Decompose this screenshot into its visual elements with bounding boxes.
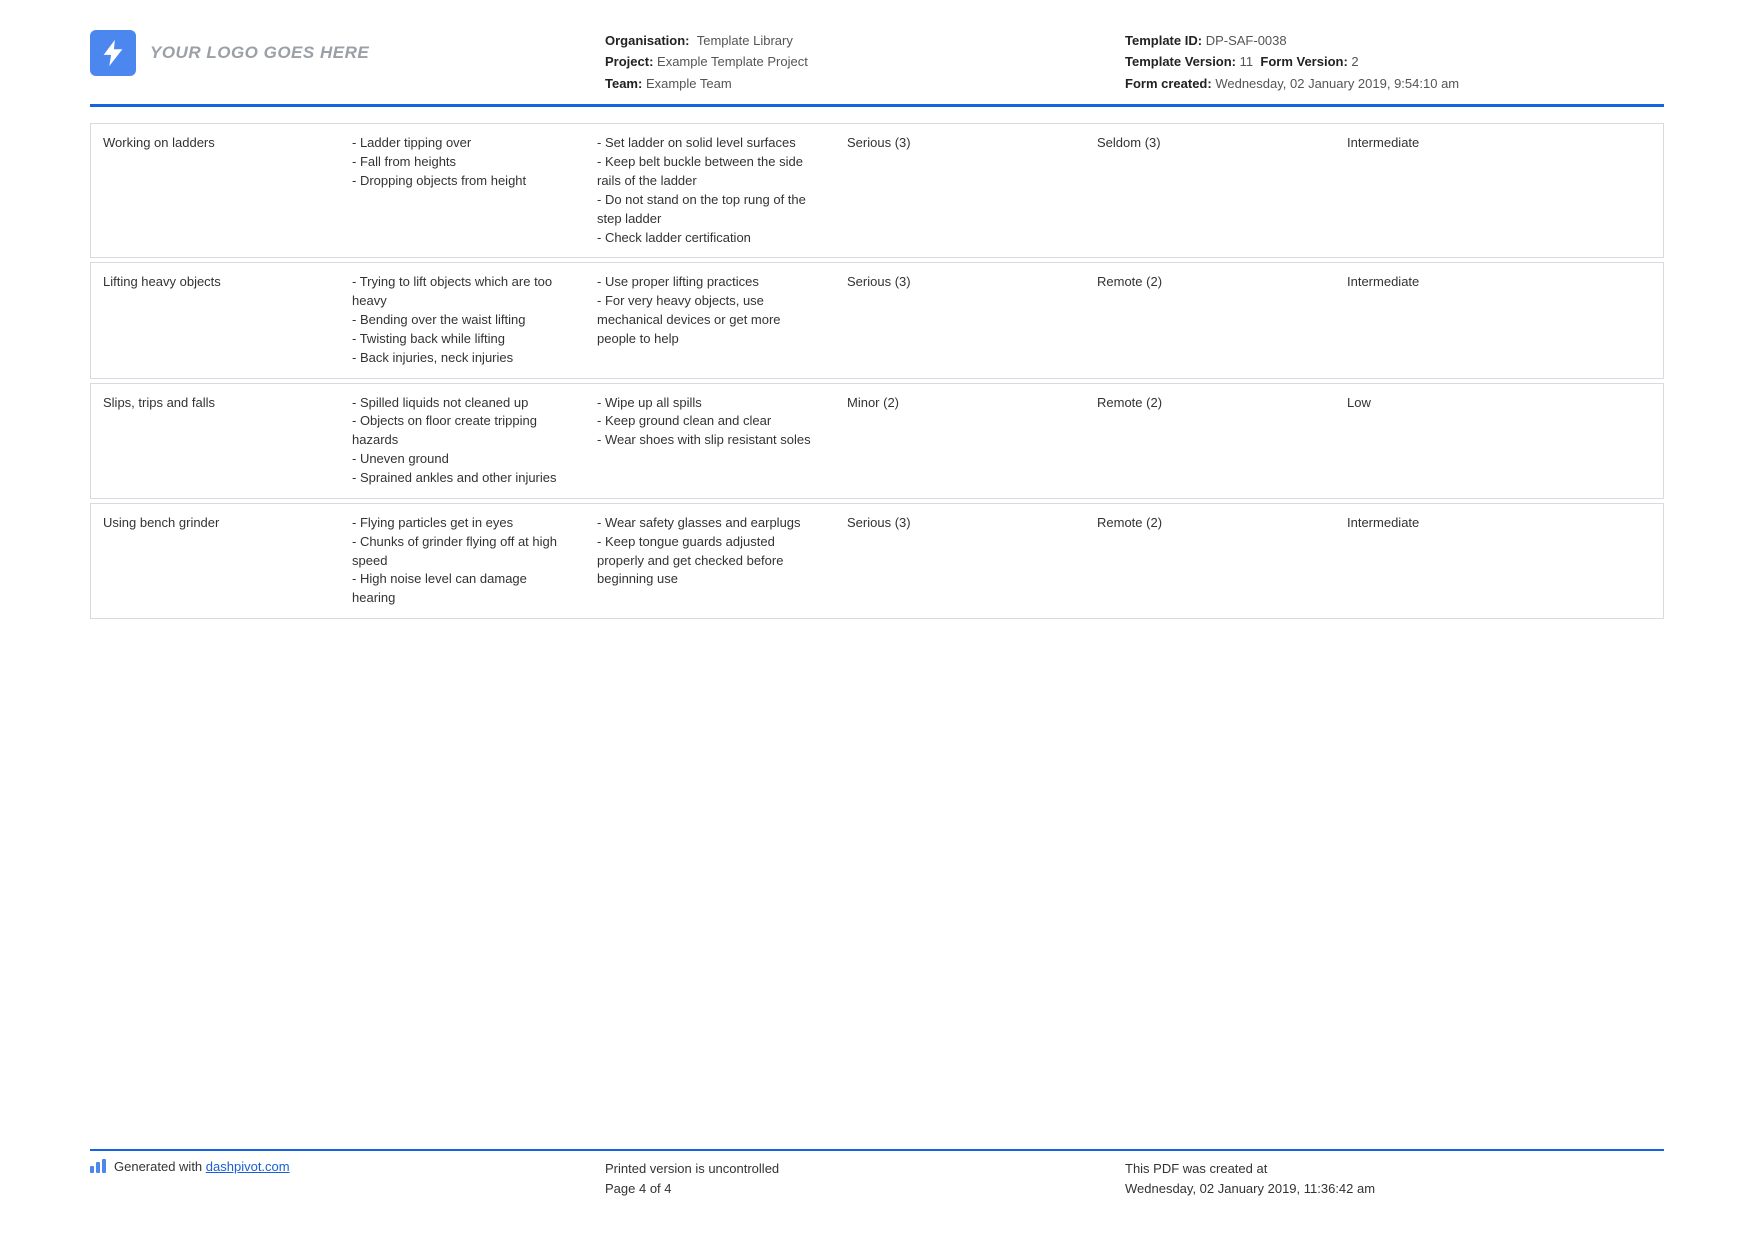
form-version-value: 2 <box>1351 54 1358 69</box>
table-cell: Intermediate <box>1335 503 1664 619</box>
template-version-value: 11 <box>1240 54 1254 69</box>
project-value: Example Template Project <box>657 54 808 69</box>
table-cell: Low <box>1335 383 1664 499</box>
table-cell: Using bench grinder <box>90 503 340 619</box>
table-cell: - Wear safety glasses and earplugs - Kee… <box>585 503 835 619</box>
table-cell: Remote (2) <box>1085 503 1335 619</box>
table-cell: Remote (2) <box>1085 262 1335 378</box>
header-left: YOUR LOGO GOES HERE <box>90 30 605 76</box>
table-row: Working on ladders- Ladder tipping over … <box>90 123 1664 258</box>
pdf-created-value: Wednesday, 02 January 2019, 11:36:42 am <box>1125 1179 1664 1199</box>
team-value: Example Team <box>646 76 732 91</box>
template-version-label: Template Version: <box>1125 54 1236 69</box>
generated-prefix: Generated with <box>114 1159 206 1174</box>
table-cell: Intermediate <box>1335 123 1664 258</box>
organisation-label: Organisation: <box>605 33 690 48</box>
dashpivot-link[interactable]: dashpivot.com <box>206 1159 290 1174</box>
footer-left: Generated with dashpivot.com <box>90 1159 605 1198</box>
table-cell: Lifting heavy objects <box>90 262 340 378</box>
dashpivot-icon <box>90 1159 106 1173</box>
template-id-label: Template ID: <box>1125 33 1202 48</box>
table-cell: - Set ladder on solid level surfaces - K… <box>585 123 835 258</box>
form-created-value: Wednesday, 02 January 2019, 9:54:10 am <box>1215 76 1459 91</box>
page-number: Page 4 of 4 <box>605 1179 1125 1199</box>
table-row: Lifting heavy objects- Trying to lift ob… <box>90 262 1664 378</box>
table-row: Using bench grinder- Flying particles ge… <box>90 503 1664 619</box>
table-cell: - Spilled liquids not cleaned up - Objec… <box>340 383 585 499</box>
page-header: YOUR LOGO GOES HERE Organisation: Templa… <box>90 30 1664 107</box>
table-cell: Minor (2) <box>835 383 1085 499</box>
form-created-label: Form created: <box>1125 76 1212 91</box>
table-cell: Serious (3) <box>835 503 1085 619</box>
table-cell: Intermediate <box>1335 262 1664 378</box>
printed-uncontrolled: Printed version is uncontrolled <box>605 1159 1125 1179</box>
header-right: Template ID: DP-SAF-0038 Template Versio… <box>1125 30 1664 94</box>
logo-icon <box>90 30 136 76</box>
risk-table: Working on ladders- Ladder tipping over … <box>90 119 1664 623</box>
pdf-created-label: This PDF was created at <box>1125 1159 1664 1179</box>
table-cell: Remote (2) <box>1085 383 1335 499</box>
table-cell: - Flying particles get in eyes - Chunks … <box>340 503 585 619</box>
logo-text: YOUR LOGO GOES HERE <box>150 43 369 63</box>
table-cell: Serious (3) <box>835 123 1085 258</box>
table-row: Slips, trips and falls- Spilled liquids … <box>90 383 1664 499</box>
table-cell: Slips, trips and falls <box>90 383 340 499</box>
form-version-label: Form Version: <box>1260 54 1347 69</box>
team-label: Team: <box>605 76 642 91</box>
table-cell: - Trying to lift objects which are too h… <box>340 262 585 378</box>
footer-middle: Printed version is uncontrolled Page 4 o… <box>605 1159 1125 1198</box>
table-cell: Seldom (3) <box>1085 123 1335 258</box>
table-cell: - Ladder tipping over - Fall from height… <box>340 123 585 258</box>
project-label: Project: <box>605 54 653 69</box>
table-cell: Working on ladders <box>90 123 340 258</box>
footer-right: This PDF was created at Wednesday, 02 Ja… <box>1125 1159 1664 1198</box>
table-cell: Serious (3) <box>835 262 1085 378</box>
template-id-value: DP-SAF-0038 <box>1206 33 1287 48</box>
header-middle: Organisation: Template Library Project: … <box>605 30 1125 94</box>
page-footer: Generated with dashpivot.com Printed ver… <box>90 1149 1664 1198</box>
organisation-value: Template Library <box>697 33 793 48</box>
table-cell: - Wipe up all spills - Keep ground clean… <box>585 383 835 499</box>
table-cell: - Use proper lifting practices - For ver… <box>585 262 835 378</box>
